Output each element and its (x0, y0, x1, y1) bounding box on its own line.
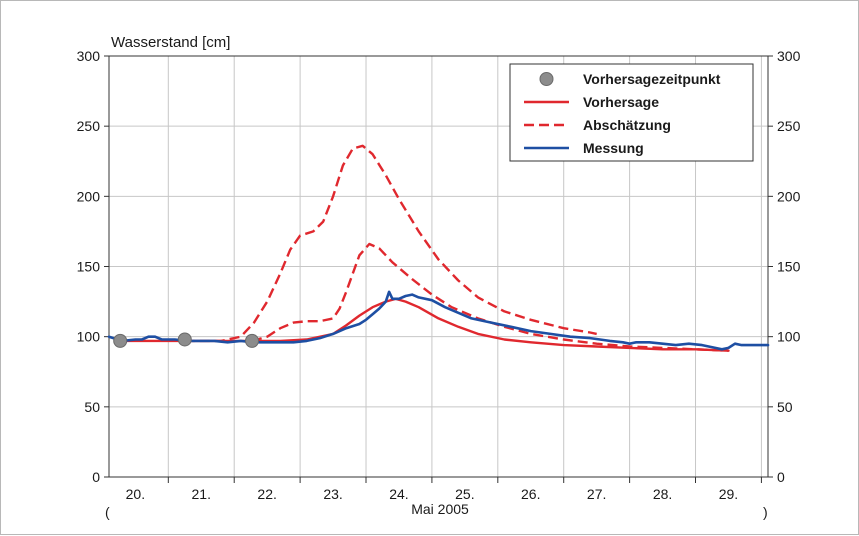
y-tick-label-right: 50 (777, 399, 793, 415)
y-tick-label-right: 200 (777, 188, 801, 204)
y-tick-label-right: 250 (777, 118, 801, 134)
x-axis-close-paren: ) (763, 504, 768, 520)
x-tick-label: 28. (653, 486, 672, 502)
forecast-point (245, 333, 260, 348)
x-tick-label: 23. (323, 486, 342, 502)
y-tick-label: 0 (92, 469, 100, 485)
x-axis-label: Mai 2005 (411, 501, 469, 517)
y-tick-label: 150 (77, 259, 101, 275)
legend-label: Vorhersagezeitpunkt (583, 71, 721, 87)
x-tick-label: 25. (455, 486, 474, 502)
legend-label: Messung (583, 140, 644, 156)
y-axis-left: 0 50 100 150 200 250 300 (77, 48, 109, 485)
y-axis-right: 0 50 100 150 200 250 300 (768, 48, 801, 485)
x-axis-open-paren: ( (105, 504, 110, 520)
x-tick-label: 27. (587, 486, 606, 502)
x-tick-label: 26. (521, 486, 540, 502)
forecast-point (177, 332, 192, 347)
legend: Vorhersagezeitpunkt Vorhersage Abschätzung… (509, 63, 754, 162)
y-tick-label-right: 0 (777, 469, 785, 485)
series-abschaetzung-line (184, 144, 597, 343)
x-tick-label: 20. (126, 486, 145, 502)
forecast-points (113, 332, 260, 348)
legend-label: Vorhersage (583, 94, 659, 110)
y-tick-label: 200 (77, 188, 101, 204)
legend-marker-symbol (539, 72, 554, 86)
legend-label: Abschätzung (583, 117, 671, 133)
forecast-point (113, 333, 128, 348)
y-axis-label: Wasserstand [cm] (111, 34, 230, 51)
series-messung-line (107, 290, 770, 351)
y-tick-label-right: 150 (777, 259, 801, 275)
y-tick-label-right: 300 (777, 48, 801, 64)
x-tick-label: 21. (192, 486, 211, 502)
y-tick-label: 300 (77, 48, 101, 64)
x-tick-label: 22. (257, 486, 276, 502)
y-tick-label-right: 100 (777, 329, 801, 345)
y-tick-label: 250 (77, 118, 101, 134)
y-tick-label: 100 (77, 329, 101, 345)
series-abschaetzung-line (251, 242, 729, 352)
y-tick-label: 50 (84, 399, 100, 415)
series-layer (107, 144, 770, 352)
x-tick-label: 29. (719, 486, 738, 502)
x-tick-label: 24. (389, 486, 408, 502)
x-axis: 20. 21. 22. 23. 24. 25. 26. 27. 28. 29. (126, 477, 762, 502)
